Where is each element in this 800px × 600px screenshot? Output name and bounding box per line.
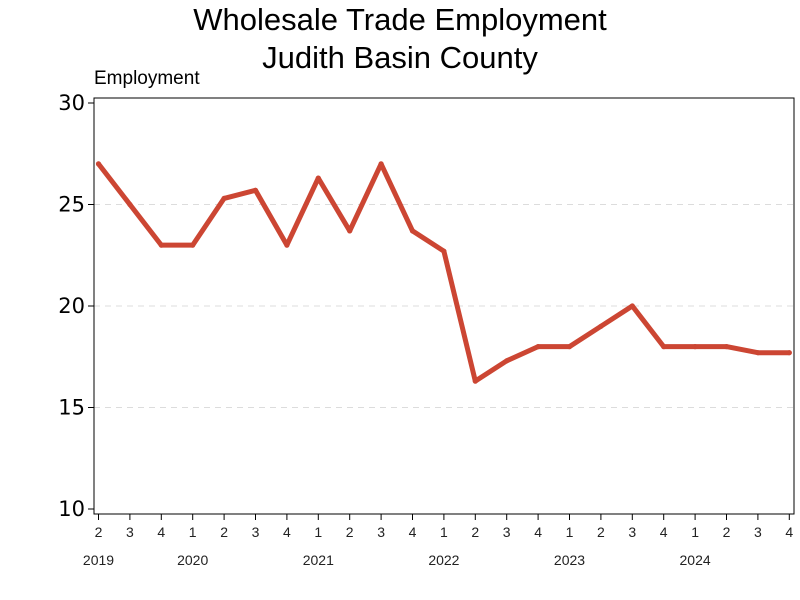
- year-label: 2019: [83, 552, 114, 568]
- y-axis-label: Employment: [94, 68, 200, 89]
- data-point: [284, 242, 290, 248]
- x-tick-label: 3: [377, 524, 385, 540]
- year-label: 2020: [177, 552, 208, 568]
- y-axis: 10 15 20 25 30: [58, 91, 94, 521]
- data-point: [755, 350, 761, 356]
- data-point: [598, 323, 604, 329]
- data-point: [347, 228, 353, 234]
- x-tick-label: 1: [314, 524, 322, 540]
- x-tick-label: 4: [283, 524, 291, 540]
- x-tick-label: 1: [566, 524, 574, 540]
- year-label: 2024: [680, 552, 711, 568]
- x-tick-label: 2: [346, 524, 354, 540]
- data-point: [221, 195, 227, 202]
- year-label: 2022: [428, 552, 459, 568]
- x-tick-label: 1: [189, 524, 197, 540]
- data-point: [315, 175, 321, 181]
- data-point: [158, 242, 164, 248]
- chart-title: Wholesale Trade Employment: [193, 2, 607, 37]
- x-tick-label: 3: [628, 524, 636, 540]
- x-tick-label: 4: [660, 524, 668, 540]
- data-point: [190, 242, 196, 248]
- data-point: [252, 187, 259, 193]
- y-tick-label: 15: [58, 396, 85, 420]
- data-point: [504, 358, 510, 364]
- data-point: [786, 350, 792, 356]
- series-line: [96, 161, 792, 384]
- data-point: [378, 161, 384, 167]
- gridlines: [94, 204, 794, 408]
- x-tick-label: 3: [503, 524, 511, 540]
- y-tick-label: 20: [58, 294, 85, 318]
- y-tick-label: 30: [58, 91, 85, 115]
- x-tick-label: 4: [534, 524, 542, 540]
- chart-subtitle: Judith Basin County: [262, 40, 538, 75]
- x-tick-label: 3: [252, 524, 260, 540]
- data-point: [127, 201, 133, 208]
- x-tick-label: 2: [723, 524, 731, 540]
- x-tick-label: 4: [157, 524, 165, 540]
- x-tick-label: 3: [126, 524, 134, 540]
- data-point: [566, 344, 573, 350]
- data-point: [692, 344, 698, 350]
- series-group: [95, 161, 792, 384]
- data-point: [441, 248, 447, 254]
- year-label: 2023: [554, 552, 585, 568]
- data-point: [535, 344, 541, 350]
- x-tick-label: 4: [409, 524, 417, 540]
- x-tick-label: 2: [220, 524, 228, 540]
- x-tick-label: 2: [471, 524, 479, 540]
- x-axis: 2 3 4 1 2 3 4 1 2 3 4 1 2 3 4 1 2 3 4 1 2 3 4 2019 2020 2021 2022 2…: [83, 514, 793, 568]
- data-point: [723, 344, 730, 350]
- year-label: 2021: [303, 552, 334, 568]
- y-tick-label: 10: [58, 497, 85, 521]
- data-point: [661, 344, 667, 350]
- y-tick-label: 25: [58, 193, 85, 217]
- data-point: [472, 378, 478, 384]
- x-tick-label: 2: [597, 524, 605, 540]
- x-tick-label: 1: [691, 524, 699, 540]
- data-point: [95, 161, 102, 167]
- x-tick-label: 2: [95, 524, 103, 540]
- x-tick-label: 3: [754, 524, 762, 540]
- x-tick-label: 4: [785, 524, 793, 540]
- data-point: [629, 303, 635, 309]
- x-tick-label: 1: [440, 524, 448, 540]
- data-point: [409, 228, 416, 234]
